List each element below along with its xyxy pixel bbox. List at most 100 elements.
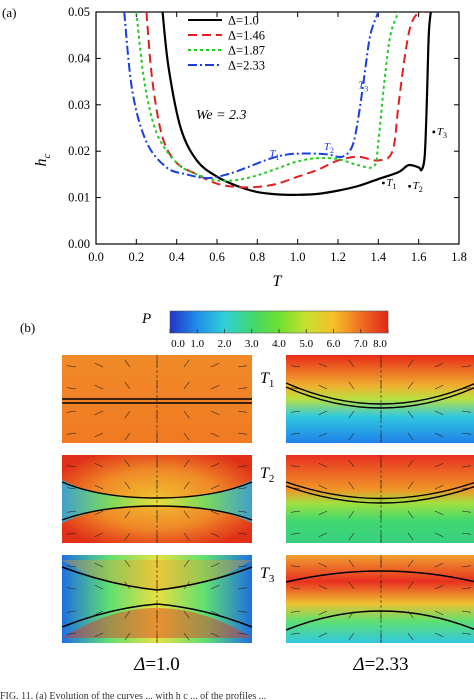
vector-arrow <box>291 410 301 413</box>
y-tick-label: 0.04 <box>68 51 91 65</box>
vector-arrow <box>124 432 131 441</box>
vector-arrow <box>183 510 190 519</box>
vector-arrow <box>461 532 471 535</box>
vector-arrow <box>461 387 471 390</box>
x-tick-label: 1.6 <box>411 250 427 264</box>
vector-arrow <box>210 632 220 637</box>
vector-arrow <box>318 485 328 490</box>
vector-arrow <box>318 410 328 415</box>
vector-arrow <box>461 587 471 590</box>
vector-arrow <box>210 563 220 568</box>
heatmap-a-t3 <box>61 555 253 643</box>
row-label-t3-sub: 3 <box>269 573 275 585</box>
vector-arrow <box>434 385 444 390</box>
vector-arrow <box>237 510 247 513</box>
vector-arrow <box>183 359 190 368</box>
row-label-t2-sub: 2 <box>269 473 275 485</box>
vector-arrow <box>67 532 77 535</box>
vector-arrow <box>318 432 328 437</box>
vector-arrow <box>434 632 444 637</box>
vector-arrow <box>94 363 104 368</box>
vector-arrow <box>210 585 220 590</box>
vector-arrow <box>94 410 104 415</box>
point-label-4: T1 <box>386 177 396 191</box>
vector-arrow <box>291 632 301 635</box>
x-tick-label: 0.6 <box>209 250 225 264</box>
x-tick-label: 1.2 <box>330 250 346 264</box>
vector-arrow <box>318 510 328 515</box>
vector-arrow <box>183 381 190 390</box>
series-line-4 <box>123 12 380 180</box>
vector-arrow <box>210 363 220 368</box>
colorbar-tick-label: 4.0 <box>272 338 286 350</box>
vector-arrow <box>94 463 104 468</box>
column-label-delta-2: Δ=2.33 <box>352 654 408 675</box>
vector-arrow <box>237 610 247 613</box>
vector-arrow <box>407 581 414 590</box>
vector-arrow <box>434 432 444 437</box>
vector-arrow <box>67 510 77 513</box>
vector-arrow <box>237 387 247 390</box>
vector-arrow <box>434 510 444 515</box>
vector-arrow <box>407 510 414 519</box>
vector-arrow <box>291 487 301 490</box>
colorbar-tick-label: 3.0 <box>245 338 259 350</box>
vector-arrow <box>237 410 247 413</box>
vector-arrow <box>407 359 414 368</box>
point-label-1: T1 <box>269 148 279 162</box>
y-tick-label: 0.03 <box>68 98 90 112</box>
vector-arrow <box>434 485 444 490</box>
point-marker <box>432 130 436 134</box>
vector-arrow <box>210 510 220 515</box>
vector-arrow <box>461 565 471 568</box>
vector-arrow <box>183 532 190 541</box>
vector-arrow <box>434 563 444 568</box>
x-axis-label: T <box>273 273 283 290</box>
vector-arrow <box>407 610 414 619</box>
legend-label: Δ=1.87 <box>228 44 265 58</box>
vector-arrow <box>348 632 355 641</box>
vector-arrow <box>348 610 355 619</box>
vector-arrow <box>124 481 131 490</box>
vector-arrow <box>67 432 77 435</box>
vector-arrow <box>407 410 414 419</box>
vector-arrow <box>124 459 131 468</box>
vector-arrow <box>407 432 414 441</box>
vector-arrow <box>291 587 301 590</box>
vector-arrow <box>461 487 471 490</box>
svg-text:T2: T2 <box>260 465 274 485</box>
colorbar-tick-label: 7.0 <box>354 338 368 350</box>
vector-arrow <box>94 385 104 390</box>
vector-arrow <box>291 532 301 535</box>
y-axis-ticks: 0.00 0.01 0.02 0.03 0.04 0.05 <box>68 5 459 251</box>
vector-arrow <box>291 565 301 568</box>
legend-label: Δ=1.0 <box>228 14 259 28</box>
vector-arrow <box>461 610 471 613</box>
vector-arrow <box>237 432 247 435</box>
vector-arrow <box>348 532 355 541</box>
y-tick-label: 0.00 <box>68 237 90 251</box>
vector-arrow <box>407 632 414 641</box>
vector-arrow <box>94 510 104 515</box>
vector-arrow <box>237 565 247 568</box>
vector-arrow <box>237 465 247 468</box>
vector-arrow <box>318 610 328 615</box>
x-tick-label: 0.0 <box>88 250 104 264</box>
column-label-delta-1-symbol: Δ <box>133 654 145 675</box>
x-tick-label: 0.2 <box>129 250 145 264</box>
vector-arrow <box>318 585 328 590</box>
vector-arrow <box>67 565 77 568</box>
panel-a-label: (a) <box>2 5 16 20</box>
vector-arrow <box>237 632 247 635</box>
vector-arrow <box>210 432 220 437</box>
heatmap-b-t3 <box>285 555 474 643</box>
vector-arrow <box>434 585 444 590</box>
y-tick-label: 0.02 <box>68 144 90 158</box>
x-tick-label: 1.8 <box>451 250 467 264</box>
vector-arrow <box>67 387 77 390</box>
vector-arrow <box>461 410 471 413</box>
vector-arrow <box>94 585 104 590</box>
x-tick-label: 0.4 <box>169 250 185 264</box>
vector-arrow <box>67 587 77 590</box>
plot-frame <box>95 11 460 245</box>
